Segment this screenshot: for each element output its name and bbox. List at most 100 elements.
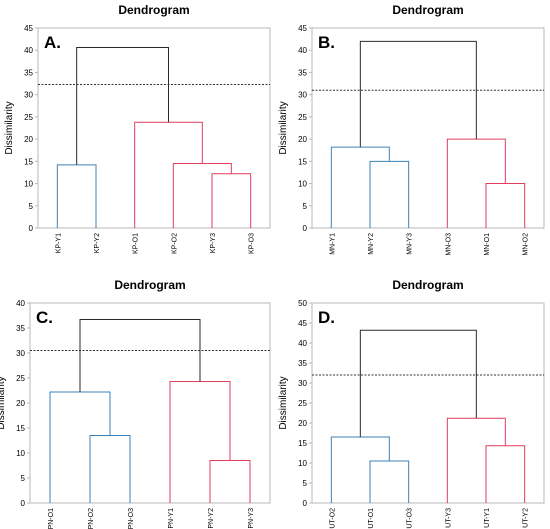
leaf-label: MN-Y3 bbox=[407, 233, 414, 255]
panel-label: D. bbox=[318, 308, 335, 327]
dendrogram-link bbox=[446, 417, 506, 503]
leaf-label: KP-O3 bbox=[249, 233, 256, 254]
leaf-label: UT-Y2 bbox=[523, 508, 530, 528]
leaf-label: MN-Y2 bbox=[368, 233, 375, 255]
leaf-label: MN-O3 bbox=[445, 233, 452, 256]
dendrogram-panel-1: Dendrogram A. Dissimilarity 0 5 10 15 20 25 30 35 4… bbox=[4, 3, 271, 254]
y-tick-label: 20 bbox=[298, 419, 307, 428]
y-tick-label: 30 bbox=[298, 91, 307, 100]
leaf-label: MN-O2 bbox=[523, 233, 530, 256]
y-tick-label: 0 bbox=[303, 499, 308, 508]
leaf-label: UT-O2 bbox=[329, 508, 336, 529]
y-tick-label: 35 bbox=[298, 359, 307, 368]
chart-title: Dendrogram bbox=[114, 278, 185, 292]
y-tick-label: 0 bbox=[29, 224, 34, 233]
y-tick-label: 45 bbox=[298, 24, 307, 33]
y-tick-label: 20 bbox=[24, 135, 33, 144]
y-tick-label: 10 bbox=[16, 449, 25, 458]
y-tick-label: 30 bbox=[298, 379, 307, 388]
y-tick-label: 45 bbox=[298, 319, 307, 328]
leaf-label: MN-Y1 bbox=[329, 233, 336, 255]
dendrogram-link bbox=[369, 460, 410, 503]
leaf-label: KP-O2 bbox=[171, 233, 178, 254]
y-tick-label: 45 bbox=[24, 24, 33, 33]
y-tick-label: 10 bbox=[298, 459, 307, 468]
y-tick-label: 5 bbox=[303, 202, 308, 211]
dendrogram-panel-4: Dendrogram D. Dissimilarity 0 5 10 15 20 25 30 35 4… bbox=[278, 278, 545, 529]
y-tick-label: 40 bbox=[16, 299, 25, 308]
y-tick-label: 25 bbox=[16, 374, 25, 383]
leaf-label: UT-Y3 bbox=[445, 508, 452, 528]
y-tick-label: 0 bbox=[303, 224, 308, 233]
leaf-label: PN-Y2 bbox=[208, 508, 215, 529]
dendrogram-link bbox=[330, 436, 390, 503]
leaf-label: PN-O3 bbox=[128, 508, 135, 529]
y-tick-label: 35 bbox=[298, 68, 307, 77]
y-tick-label: 15 bbox=[24, 157, 33, 166]
y-tick-label: 15 bbox=[16, 424, 25, 433]
y-tick-label: 30 bbox=[16, 349, 25, 358]
leaf-label: KP-Y3 bbox=[210, 233, 217, 253]
dendrogram-link bbox=[49, 391, 111, 503]
y-tick-label: 40 bbox=[298, 339, 307, 348]
dendrogram-link bbox=[211, 173, 252, 228]
dendrogram-link bbox=[369, 160, 410, 228]
leaf-label: PN-Y3 bbox=[248, 508, 255, 529]
dendrogram-link bbox=[359, 40, 477, 148]
chart-title: Dendrogram bbox=[392, 278, 463, 292]
leaf-label: KP-Y1 bbox=[55, 233, 62, 253]
y-tick-label: 40 bbox=[24, 46, 33, 55]
y-tick-label: 25 bbox=[298, 399, 307, 408]
plot-frame bbox=[311, 302, 545, 504]
y-tick-label: 10 bbox=[24, 180, 33, 189]
leaf-label: UT-O3 bbox=[407, 508, 414, 529]
dendrogram-panel-2: Dendrogram B. Dissimilarity 0 5 10 15 20 25 30 35 4… bbox=[278, 3, 545, 256]
leaf-label: KP-O1 bbox=[133, 233, 140, 254]
dendrogram-link bbox=[485, 183, 526, 228]
dendrogram-panel-3: Dendrogram C. Dissimilarity 0 5 10 15 20 25 30 35 4… bbox=[0, 278, 271, 529]
plot-frame bbox=[37, 27, 271, 229]
leaf-label: PN-O1 bbox=[48, 508, 55, 529]
chart-title: Dendrogram bbox=[392, 3, 463, 17]
dendrogram-link bbox=[134, 121, 203, 228]
y-axis-label: Dissimilarity bbox=[278, 101, 289, 154]
y-tick-label: 35 bbox=[16, 324, 25, 333]
y-axis-label: Dissimilarity bbox=[4, 101, 15, 154]
panel-label: C. bbox=[36, 308, 53, 327]
dendrogram-link bbox=[169, 381, 231, 503]
leaf-label: MN-O1 bbox=[484, 233, 491, 256]
panel-label: B. bbox=[318, 33, 335, 52]
plot-frame bbox=[311, 27, 545, 229]
y-tick-label: 35 bbox=[24, 68, 33, 77]
y-axis-label: Dissimilarity bbox=[278, 376, 289, 429]
y-tick-label: 15 bbox=[298, 439, 307, 448]
y-axis-label: Dissimilarity bbox=[0, 376, 7, 429]
y-tick-label: 20 bbox=[16, 399, 25, 408]
dendrogram-link bbox=[172, 163, 232, 228]
dendrogram-link bbox=[209, 460, 251, 503]
y-tick-label: 15 bbox=[298, 157, 307, 166]
y-tick-label: 20 bbox=[298, 135, 307, 144]
leaf-label: PN-O2 bbox=[88, 508, 95, 529]
leaf-label: UT-O1 bbox=[368, 508, 375, 529]
leaf-label: KP-Y2 bbox=[94, 233, 101, 253]
dendrogram-link bbox=[359, 329, 477, 437]
dendrogram-link bbox=[76, 47, 169, 165]
leaf-label: UT-Y1 bbox=[484, 508, 491, 528]
y-tick-label: 5 bbox=[21, 474, 26, 483]
dendrogram-link bbox=[330, 146, 390, 228]
chart-title: Dendrogram bbox=[118, 3, 189, 17]
dendrogram-link bbox=[79, 319, 201, 392]
y-tick-label: 10 bbox=[298, 180, 307, 189]
dendrogram-link bbox=[56, 164, 97, 228]
y-tick-label: 50 bbox=[298, 299, 307, 308]
dendrogram-link bbox=[485, 445, 526, 503]
y-tick-label: 30 bbox=[24, 91, 33, 100]
leaf-label: PN-Y1 bbox=[168, 508, 175, 529]
y-tick-label: 5 bbox=[303, 479, 308, 488]
y-tick-label: 5 bbox=[29, 202, 34, 211]
panel-label: A. bbox=[44, 33, 61, 52]
dendrogram-link bbox=[89, 435, 131, 503]
y-tick-label: 40 bbox=[298, 46, 307, 55]
